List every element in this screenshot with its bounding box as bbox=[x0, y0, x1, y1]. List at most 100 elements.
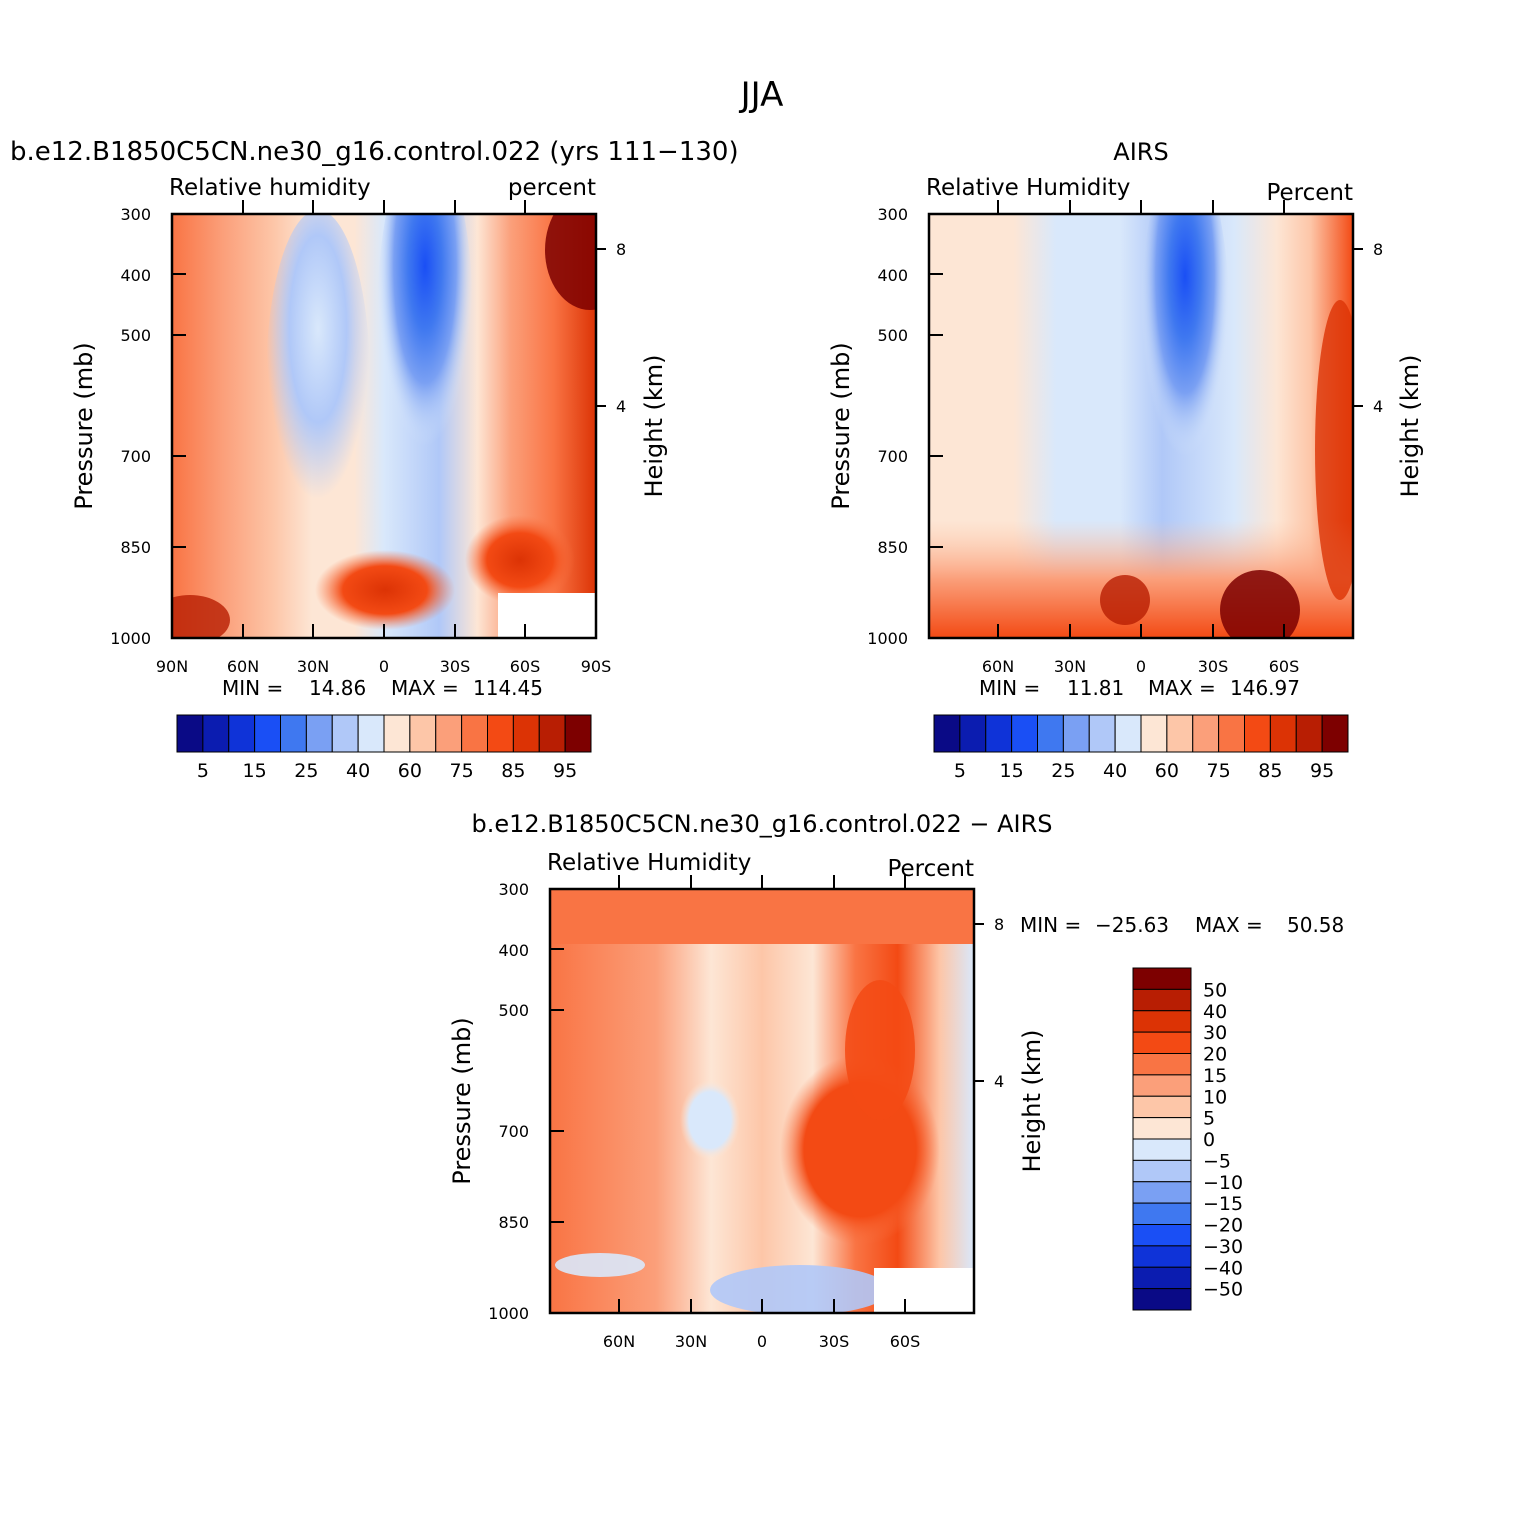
panel-difference-right-string: Percent bbox=[887, 856, 974, 882]
min-label: MIN = bbox=[222, 676, 283, 700]
colorbar-label: 5 bbox=[954, 760, 966, 782]
colorbar-box bbox=[383, 714, 411, 753]
panel-difference-ylabel: Pressure (mb) bbox=[448, 1017, 476, 1184]
panel-airs-field bbox=[929, 214, 1353, 638]
panel-model-right-string: percent bbox=[508, 175, 596, 201]
colorbar-label: 10 bbox=[1203, 1086, 1227, 1108]
colorbar-box bbox=[1132, 1010, 1192, 1033]
colorbar-label: 95 bbox=[1310, 760, 1334, 782]
colorbar-label: 15 bbox=[243, 760, 267, 782]
ytick-label: 400 bbox=[498, 941, 529, 960]
panel-model-y2ticks: 8 4 bbox=[616, 240, 626, 416]
colorbar-label: 5 bbox=[1203, 1108, 1215, 1130]
colorbar-label: 40 bbox=[346, 760, 370, 782]
panel-airs-left-string: Relative Humidity bbox=[926, 175, 1130, 201]
panel-airs-title: AIRS bbox=[1113, 138, 1168, 166]
panel-difference-yticks: 300 400 500 700 850 1000 bbox=[488, 880, 529, 1323]
colorbar-label: 50 bbox=[1203, 979, 1227, 1001]
colorbar-box bbox=[487, 714, 514, 753]
colorbar-box bbox=[985, 714, 1013, 753]
panel-model-y2label: Height (km) bbox=[640, 355, 668, 498]
colorbar-box bbox=[1132, 1159, 1192, 1183]
colorbar-label: 60 bbox=[398, 760, 422, 782]
xtick-label: 30N bbox=[1054, 657, 1086, 676]
panel-airs-minmax: MIN = 11.81 MAX = 146.97 bbox=[979, 676, 1300, 700]
colorbar-box bbox=[305, 714, 333, 753]
panel-airs-ylabel: Pressure (mb) bbox=[827, 342, 855, 509]
panel-difference-field bbox=[550, 889, 974, 1313]
panel-airs-xticks: 60N 30N 0 30S 60S bbox=[982, 657, 1299, 676]
panel-model-ytick-marks bbox=[172, 213, 606, 548]
colorbar-label: 75 bbox=[1207, 760, 1231, 782]
panel-airs-right-string: Percent bbox=[1266, 180, 1353, 206]
colorbar-label: −15 bbox=[1203, 1193, 1243, 1215]
colorbar-label: 25 bbox=[294, 760, 318, 782]
panel-difference: b.e12.B1850C5CN.ne30_g16.control.022 − A… bbox=[448, 810, 1344, 1351]
colorbar-box bbox=[1166, 714, 1194, 753]
colorbar-box bbox=[1140, 714, 1168, 753]
ytick-label: 700 bbox=[877, 447, 908, 466]
colorbar-label: 85 bbox=[1258, 760, 1282, 782]
colorbar-box bbox=[538, 714, 566, 753]
y2tick-label: 4 bbox=[616, 397, 626, 416]
colorbar-box bbox=[1192, 714, 1220, 753]
panel-difference-xticks: 60N 30N 0 30S 60S bbox=[603, 1332, 920, 1351]
colorbar-label: 75 bbox=[450, 760, 474, 782]
colorbar-label: 85 bbox=[501, 760, 525, 782]
ytick-label: 300 bbox=[498, 880, 529, 899]
colorbar-box bbox=[1114, 714, 1142, 753]
colorbar-label: −50 bbox=[1203, 1279, 1243, 1301]
xtick-label: 30S bbox=[1198, 657, 1229, 676]
colorbar-box bbox=[1132, 1181, 1192, 1204]
y2tick-label: 4 bbox=[994, 1072, 1004, 1091]
colorbar-box bbox=[331, 714, 359, 753]
colorbar-label: 20 bbox=[1203, 1044, 1227, 1066]
colorbar-box bbox=[280, 714, 307, 753]
colorbar-box bbox=[435, 714, 463, 753]
panel-difference-y2ticks: 8 4 bbox=[994, 915, 1004, 1091]
xtick-label: 60S bbox=[890, 1332, 921, 1351]
colorbar-box bbox=[202, 714, 230, 753]
ytick-label: 400 bbox=[877, 266, 908, 285]
y2tick-label: 8 bbox=[994, 915, 1004, 934]
panel-model-left-string: Relative humidity bbox=[169, 175, 371, 201]
colorbar-box bbox=[933, 714, 961, 753]
colorbar-label: −30 bbox=[1203, 1236, 1243, 1258]
max-value: 146.97 bbox=[1230, 676, 1300, 700]
ytick-label: 1000 bbox=[867, 629, 908, 648]
panel-airs-tick-marks bbox=[929, 200, 1363, 638]
colorbar-box bbox=[1132, 988, 1192, 1012]
colorbar-box bbox=[1132, 1224, 1192, 1247]
colorbar-box bbox=[1218, 714, 1245, 753]
min-value: 14.86 bbox=[309, 676, 366, 700]
colorbar-box bbox=[1269, 714, 1297, 753]
colorbar-box bbox=[1321, 714, 1349, 753]
colorbar-label: 95 bbox=[553, 760, 577, 782]
colorbar-box bbox=[1244, 714, 1271, 753]
colorbar-box bbox=[1132, 1117, 1192, 1140]
colorbar-label: 0 bbox=[1203, 1129, 1215, 1151]
colorbar-label: 40 bbox=[1103, 760, 1127, 782]
max-label: MAX = bbox=[1148, 676, 1216, 700]
ytick-label: 700 bbox=[120, 447, 151, 466]
colorbar-box bbox=[228, 714, 256, 753]
panel-model-field bbox=[172, 214, 596, 638]
colorbar-label: 25 bbox=[1051, 760, 1075, 782]
colorbar-box bbox=[1132, 1138, 1192, 1161]
ytick-label: 850 bbox=[498, 1213, 529, 1232]
xtick-label: 0 bbox=[757, 1332, 767, 1351]
colorbar-box bbox=[959, 714, 987, 753]
max-label: MAX = bbox=[391, 676, 459, 700]
panel-difference-left-string: Relative Humidity bbox=[547, 850, 751, 876]
max-value: 114.45 bbox=[473, 676, 543, 700]
xtick-label: 0 bbox=[379, 657, 389, 676]
colorbar-box bbox=[1062, 714, 1090, 753]
ytick-label: 500 bbox=[498, 1001, 529, 1020]
colorbar-label: 15 bbox=[1000, 760, 1024, 782]
min-value: 11.81 bbox=[1067, 676, 1124, 700]
colorbar-box bbox=[1088, 714, 1116, 753]
colorbar-box bbox=[564, 714, 592, 753]
colorbar-label: 5 bbox=[197, 760, 209, 782]
xtick-label: 30S bbox=[440, 657, 471, 676]
ytick-label: 1000 bbox=[488, 1304, 529, 1323]
